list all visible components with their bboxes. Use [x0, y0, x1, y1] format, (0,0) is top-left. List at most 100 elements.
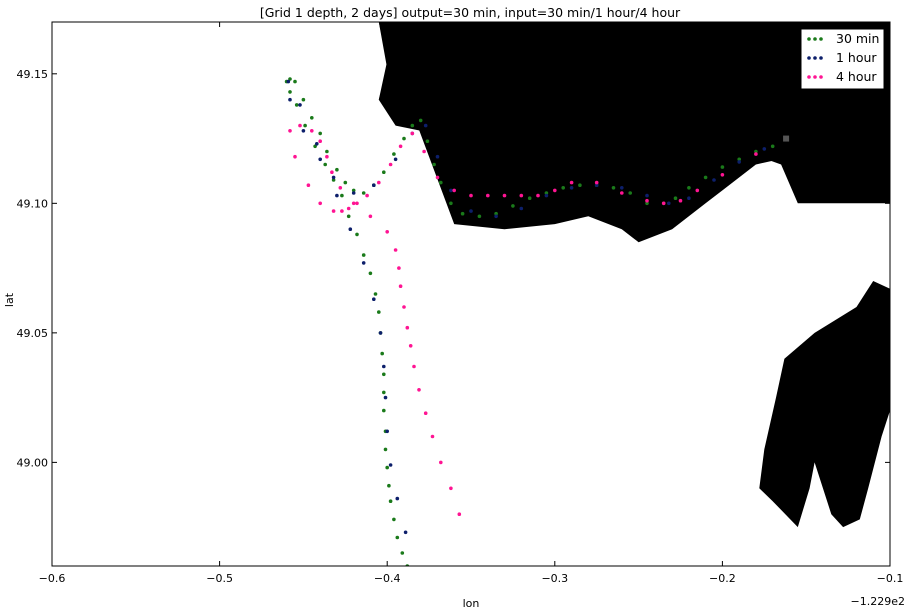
data-point — [417, 388, 421, 392]
data-point — [380, 351, 385, 356]
data-point — [298, 103, 302, 107]
legend-marker — [819, 75, 823, 79]
data-point — [395, 535, 400, 540]
data-point — [645, 201, 649, 206]
x-axis-offset-label: −1.229e2 — [851, 595, 905, 608]
data-point — [288, 97, 292, 102]
y-tick-label: 49.00 — [17, 456, 49, 469]
data-point — [338, 186, 343, 190]
data-point — [477, 214, 482, 219]
data-point — [405, 325, 410, 330]
data-point — [310, 116, 314, 120]
x-tick-label: −0.3 — [541, 572, 568, 585]
marker-layer — [783, 135, 790, 142]
data-point — [310, 129, 314, 133]
data-point — [687, 196, 691, 200]
data-point — [288, 77, 292, 81]
data-point — [425, 139, 430, 143]
data-point — [720, 173, 725, 177]
data-point — [398, 144, 403, 149]
data-point — [678, 198, 683, 203]
data-point — [578, 183, 582, 187]
data-point — [754, 152, 758, 156]
data-point — [502, 193, 507, 198]
series-layer — [284, 77, 788, 566]
data-point — [393, 248, 398, 252]
data-point — [383, 447, 388, 452]
data-point — [340, 209, 344, 213]
data-point — [301, 129, 306, 133]
data-point — [325, 149, 329, 154]
data-point — [348, 227, 353, 231]
data-point — [294, 103, 299, 107]
data-point — [392, 152, 396, 156]
data-point — [645, 193, 649, 198]
data-point — [355, 201, 359, 206]
data-point — [544, 191, 549, 195]
data-point — [392, 517, 396, 522]
data-point — [331, 209, 336, 213]
data-point — [457, 512, 462, 516]
data-point — [452, 188, 457, 193]
y-tick-label: 49.05 — [17, 327, 49, 340]
y-axis-label: lat — [3, 292, 16, 307]
data-point — [620, 186, 624, 190]
data-point — [402, 305, 406, 309]
x-axis-ticks: −0.6 −0.5 −0.4 −0.3 −0.2 −0.1 — [39, 22, 903, 585]
x-tick-label: −0.6 — [39, 572, 66, 585]
data-point — [382, 372, 386, 377]
data-point — [695, 188, 700, 193]
legend-marker — [807, 56, 811, 60]
legend-marker — [807, 37, 811, 41]
data-point — [315, 142, 319, 146]
data-point — [449, 201, 453, 206]
legend-label: 1 hour — [836, 50, 877, 65]
legend-label: 4 hour — [836, 69, 877, 84]
data-point — [378, 331, 383, 335]
data-point — [494, 211, 498, 216]
data-point — [335, 193, 339, 198]
data-point — [536, 193, 540, 198]
data-point — [412, 364, 416, 369]
data-point — [400, 551, 405, 555]
data-point — [343, 180, 348, 185]
data-point — [346, 214, 351, 219]
data-point — [372, 297, 376, 302]
data-point — [544, 193, 549, 198]
data-point — [323, 162, 328, 167]
data-point — [661, 201, 666, 206]
data-point — [519, 206, 524, 211]
data-point — [423, 411, 428, 416]
data-point — [754, 149, 758, 154]
data-point — [325, 154, 329, 159]
data-point — [611, 186, 616, 190]
data-point — [385, 429, 390, 434]
data-point — [422, 149, 426, 154]
data-point — [435, 154, 440, 159]
x-tick-label: −0.2 — [709, 572, 736, 585]
data-point — [368, 271, 373, 276]
data-point — [628, 191, 632, 195]
data-point — [377, 310, 381, 314]
x-axis-label: lon — [463, 597, 480, 610]
chart-title: [Grid 1 depth, 2 days] output=30 min, in… — [260, 5, 681, 20]
data-point — [645, 198, 649, 203]
data-point — [361, 253, 366, 257]
data-point — [306, 183, 311, 187]
data-point — [365, 193, 369, 198]
legend-marker — [813, 56, 817, 60]
data-point — [737, 160, 741, 164]
y-tick-label: 49.10 — [17, 197, 49, 210]
land-layer — [378, 22, 890, 528]
data-point — [331, 178, 336, 182]
data-point — [361, 191, 366, 195]
data-point — [527, 196, 532, 200]
data-point — [395, 496, 400, 501]
data-point — [351, 201, 356, 206]
data-point — [430, 434, 435, 439]
data-point — [435, 175, 440, 180]
data-point — [318, 139, 323, 143]
data-point — [712, 178, 716, 182]
data-point — [286, 79, 291, 84]
data-point — [382, 390, 386, 395]
